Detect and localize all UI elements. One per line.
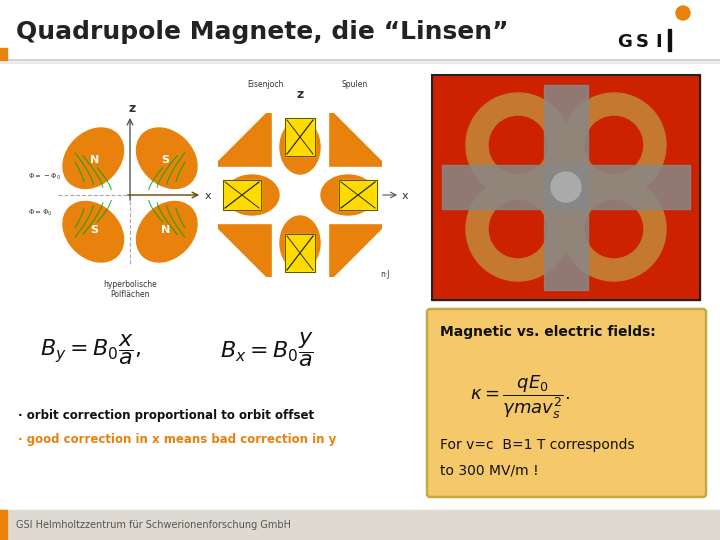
Bar [272,107,328,283]
Bar [442,165,690,209]
Ellipse shape [321,175,375,215]
Bar [212,167,388,223]
Wedge shape [562,93,666,197]
Text: x: x [402,191,409,201]
Text: Eisenjoch: Eisenjoch [247,80,283,89]
Text: to 300 MV/m !: to 300 MV/m ! [440,463,539,477]
Bar [285,234,315,272]
Ellipse shape [63,201,124,262]
Bar [668,29,671,51]
Text: For v=c  B=1 T corresponds: For v=c B=1 T corresponds [440,438,634,452]
Text: · good correction in x means bad correction in y: · good correction in x means bad correct… [18,434,336,447]
Text: S: S [161,154,169,165]
Bar [544,85,588,290]
Text: $B_y = B_0\dfrac{x}{a},$: $B_y = B_0\dfrac{x}{a},$ [40,333,141,368]
Text: Spulen: Spulen [342,80,368,89]
Text: G: G [618,33,632,51]
Bar [223,180,261,210]
Text: x: x [205,191,212,201]
Bar [285,118,315,156]
Text: hyperbolische
Polflächen: hyperbolische Polflächen [103,280,157,299]
Bar [0,48,7,60]
Text: N: N [90,154,99,165]
Text: S: S [636,33,649,51]
Bar [285,118,315,156]
Text: n·J: n·J [380,270,390,279]
Text: $B_x = B_0\dfrac{y}{a}$: $B_x = B_0\dfrac{y}{a}$ [220,330,314,369]
Ellipse shape [280,216,320,270]
Bar [432,75,700,300]
Ellipse shape [137,128,197,188]
Text: I: I [656,33,662,51]
FancyBboxPatch shape [427,309,706,497]
Ellipse shape [280,120,320,174]
Bar [0,510,7,540]
Text: $\kappa = \dfrac{qE_0}{\gamma m a v_s^2}.$: $\kappa = \dfrac{qE_0}{\gamma m a v_s^2}… [470,373,570,421]
Text: S: S [91,225,99,235]
Text: $\Phi=\Phi_0$: $\Phi=\Phi_0$ [28,208,53,218]
Ellipse shape [137,201,197,262]
Text: N: N [161,225,170,235]
Text: $\Phi=-\Phi_0$: $\Phi=-\Phi_0$ [28,172,61,182]
Text: GSI Helmholtzzentrum für Schwerionenforschung GmbH: GSI Helmholtzzentrum für Schwerionenfors… [16,520,291,530]
Bar [339,180,377,210]
Bar [223,180,261,210]
Text: z: z [297,88,304,101]
Wedge shape [466,93,570,197]
Bar [0,63,720,513]
Ellipse shape [63,128,124,188]
Text: · orbit correction proportional to orbit offset: · orbit correction proportional to orbit… [18,408,314,422]
Bar [285,234,315,272]
Text: z: z [128,102,135,115]
Bar [0,0,720,60]
Bar [432,75,700,300]
Polygon shape [219,114,382,276]
Circle shape [551,172,581,202]
Wedge shape [466,177,570,281]
Circle shape [676,6,690,20]
Text: Quadrupole Magnete, die “Linsen”: Quadrupole Magnete, die “Linsen” [16,20,508,44]
Ellipse shape [225,175,279,215]
Bar [0,510,720,540]
Wedge shape [562,177,666,281]
Bar [339,180,377,210]
Text: Magnetic vs. electric fields:: Magnetic vs. electric fields: [440,325,656,339]
